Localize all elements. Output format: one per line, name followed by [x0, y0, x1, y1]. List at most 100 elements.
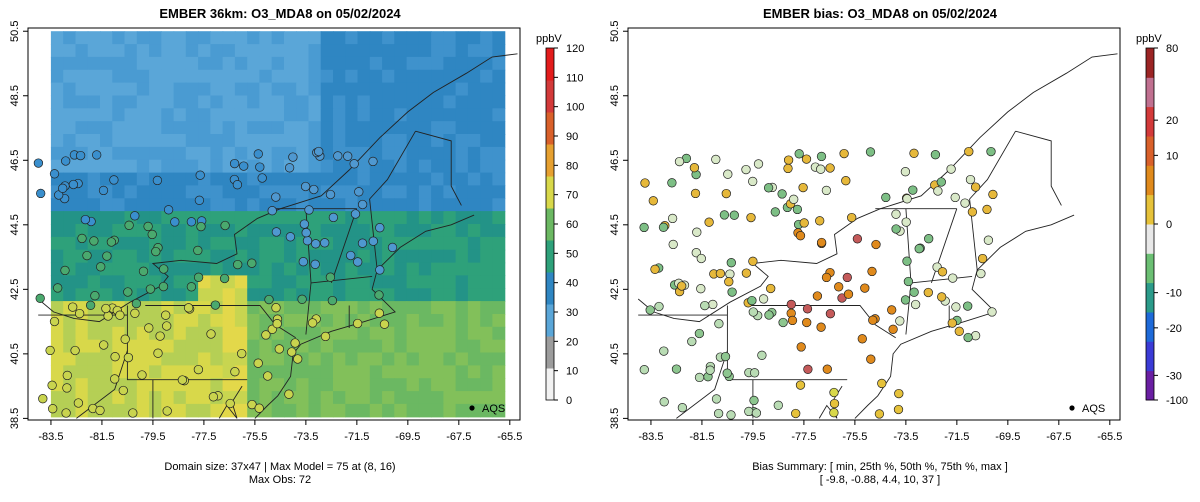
model-grid-cell: [271, 44, 285, 58]
bias-station-marker: [839, 148, 849, 159]
bias-colorbar-segment: [1146, 282, 1154, 313]
bias-station-marker: [746, 212, 756, 223]
model-grid-cell: [234, 314, 248, 328]
model-station-marker: [70, 345, 80, 356]
bias-station-marker: [786, 299, 796, 310]
model-grid-cell: [161, 69, 175, 84]
model-grid-cell: [185, 31, 199, 45]
model-grid-cell: [394, 69, 408, 84]
model-grid-cell: [296, 56, 310, 71]
model-grid-cell: [357, 211, 371, 225]
model-grid-cell: [406, 339, 420, 354]
model-colorbar-segment: [546, 240, 554, 273]
model-axes: -83.5 -81.5 -79.5 -77.5 -75.5 -73.5 -71.5 -69.5…: [9, 21, 522, 443]
bias-x-tick-label: -69.5: [995, 431, 1020, 443]
bias-station-marker: [866, 354, 876, 364]
model-grid-cell: [198, 56, 211, 71]
model-station-marker: [151, 246, 161, 257]
bias-footer-line2: [ -9.8, -0.88, 4.4, 10, 37 ]: [819, 474, 941, 486]
model-grid-cell: [431, 275, 444, 289]
model-grid-cell: [333, 82, 346, 97]
model-grid-cell: [271, 172, 285, 187]
model-grid-cell: [210, 198, 224, 212]
model-grid-cell: [492, 301, 506, 315]
model-grid-cell: [418, 95, 432, 109]
model-colorbar-segment: [546, 304, 554, 337]
bias-colorbar: 80 20 10 0 -10 -20 -30 -100: [1145, 43, 1188, 407]
model-grid-cell: [100, 326, 113, 341]
model-grid-cell: [333, 108, 346, 122]
model-grid-cell: [394, 159, 408, 174]
model-grid-cell: [357, 108, 371, 122]
model-grid-cell: [357, 56, 371, 71]
bias-y-tick-label: 40.5: [609, 343, 621, 364]
model-state-border: [330, 208, 358, 284]
model-grid-cell: [357, 44, 371, 58]
model-grid-cell: [345, 236, 359, 251]
model-grid-cell: [198, 134, 211, 148]
model-grid-cell: [198, 185, 211, 199]
model-grid-cell: [198, 378, 211, 392]
model-grid-cell: [467, 146, 481, 161]
model-grid-cell: [480, 378, 494, 392]
model-grid-cell: [271, 82, 285, 97]
model-grid-cell: [75, 82, 89, 97]
model-station-marker: [208, 392, 219, 402]
model-grid-cell: [320, 314, 334, 328]
model-grid-cell: [431, 198, 444, 212]
model-grid-cell: [50, 262, 64, 277]
model-grid-cell: [431, 31, 444, 45]
model-grid-cell: [480, 326, 494, 341]
model-grid-cell: [431, 301, 444, 315]
model-grid-cell: [185, 95, 199, 109]
bias-x-tick-label: -81.5: [689, 431, 714, 443]
model-station-marker: [147, 229, 157, 240]
bias-map: -83.5 -81.5 -79.5 -77.5 -75.5 -73.5 -71.5 -69.5…: [609, 21, 1188, 443]
bias-station-marker: [741, 268, 752, 278]
model-grid-cell: [210, 134, 224, 148]
model-grid-cell: [480, 314, 494, 328]
model-grid-cell: [443, 326, 457, 341]
bias-station-marker: [841, 176, 851, 186]
model-grid-cell: [136, 211, 150, 225]
bias-colorbar-label: -100: [1166, 395, 1188, 407]
model-grid-cell: [198, 44, 211, 58]
model-grid-cell: [259, 262, 273, 277]
model-grid-cell: [431, 159, 444, 174]
model-grid-cell: [87, 44, 101, 58]
model-grid-cell: [480, 69, 494, 84]
model-grid-cell: [357, 391, 371, 405]
model-grid-cell: [345, 44, 359, 58]
model-grid-cell: [406, 403, 420, 418]
model-grid-cell: [345, 352, 359, 366]
model-grid-cell: [63, 108, 77, 122]
model-grid-cell: [431, 314, 444, 328]
model-grid-cell: [394, 108, 408, 122]
model-grid-cell: [345, 134, 359, 148]
model-grid-cell: [492, 365, 506, 379]
model-grid-cell: [382, 121, 395, 135]
model-grid-cell: [112, 31, 126, 45]
bias-x-tick-label: -77.5: [791, 431, 816, 443]
model-grid-cell: [87, 159, 101, 174]
model-grid-cell: [259, 31, 273, 45]
model-grid-cell: [406, 69, 420, 84]
model-station-marker: [379, 319, 390, 329]
model-grid-cell: [357, 301, 371, 315]
model-grid-cell: [222, 185, 236, 199]
model-station-marker: [195, 170, 205, 180]
bias-footer-line1: Bias Summary: [ min, 25th %, 50th %, 75t…: [752, 461, 1008, 473]
model-grid-cell: [320, 172, 334, 187]
model-grid-cell: [492, 275, 506, 289]
model-grid-cell: [357, 172, 371, 187]
model-grid-cell: [443, 172, 457, 187]
model-station-marker: [128, 408, 138, 418]
model-grid-cell: [418, 82, 432, 97]
bias-station-marker: [696, 253, 706, 264]
model-y-tick-label: 44.5: [9, 214, 21, 235]
model-grid-cell: [50, 146, 64, 161]
model-station-marker: [210, 300, 221, 310]
model-grid-cell: [63, 31, 77, 45]
model-grid-cell: [345, 288, 359, 302]
model-grid-cell: [112, 44, 126, 58]
